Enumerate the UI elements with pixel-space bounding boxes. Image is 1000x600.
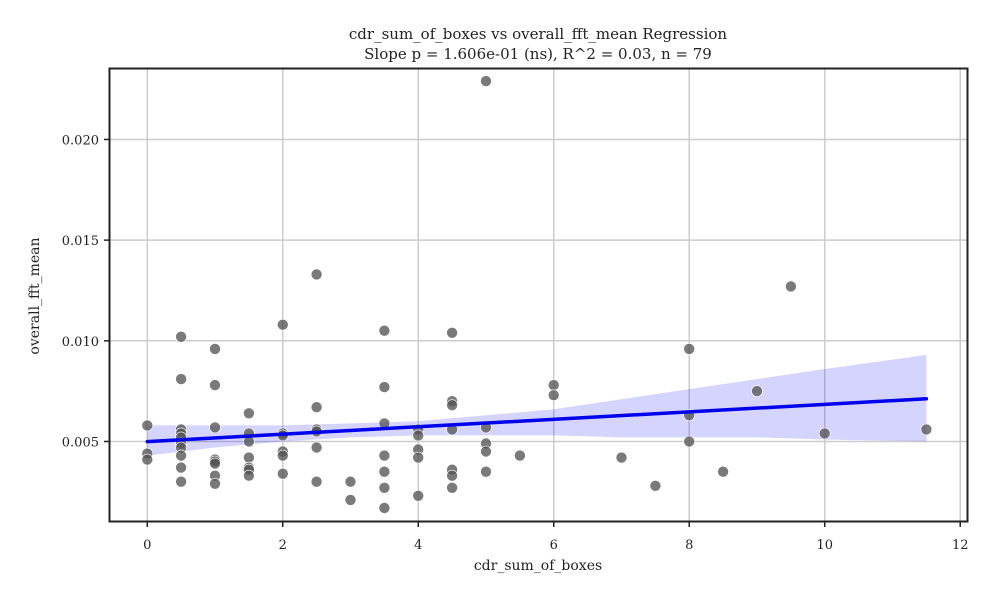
- data-point: [310, 441, 323, 454]
- data-point: [683, 435, 696, 448]
- data-point: [785, 280, 797, 293]
- data-point: [446, 481, 458, 494]
- data-point: [310, 268, 323, 281]
- data-point: [514, 449, 526, 462]
- data-point: [209, 457, 221, 470]
- data-point: [378, 324, 391, 337]
- data-point: [209, 477, 221, 490]
- x-tick-label: 4: [414, 538, 422, 553]
- data-point: [243, 407, 255, 420]
- grid-layer: [110, 69, 967, 521]
- data-point: [446, 469, 458, 482]
- y-axis-label: overall_fft_mean: [27, 237, 43, 354]
- data-point: [412, 489, 425, 502]
- data-point: [209, 421, 221, 434]
- plot-frame: [108, 67, 969, 523]
- x-tick-label: 12: [952, 538, 969, 553]
- data-point: [378, 465, 391, 478]
- chart-title: cdr_sum_of_boxes vs overall_fft_mean Reg…: [349, 25, 728, 43]
- data-point: [243, 451, 255, 464]
- data-point: [276, 467, 289, 480]
- x-axis-label: cdr_sum_of_boxes: [474, 558, 602, 574]
- data-point: [310, 475, 323, 488]
- regression-line-layer: [145, 397, 929, 444]
- data-point: [446, 326, 458, 339]
- data-point: [175, 449, 187, 462]
- y-tick-label: 0.020: [62, 133, 99, 148]
- x-tick-label: 0: [143, 538, 151, 553]
- data-point: [175, 330, 187, 343]
- chart-subtitle: Slope p = 1.606e-01 (ns), R^2 = 0.03, n …: [364, 45, 712, 63]
- data-point: [446, 399, 458, 412]
- data-point: [175, 475, 187, 488]
- x-tick-label: 2: [279, 538, 287, 553]
- x-tick-label: 6: [550, 538, 558, 553]
- x-tick-label: 10: [816, 538, 833, 553]
- regression-line: [145, 397, 929, 444]
- data-point: [344, 494, 357, 506]
- data-point: [209, 343, 221, 355]
- data-point: [175, 373, 187, 385]
- data-point: [209, 379, 221, 391]
- data-point: [276, 449, 289, 462]
- y-tick-label: 0.010: [62, 335, 99, 350]
- data-point: [480, 445, 492, 458]
- data-point: [378, 502, 391, 514]
- data-point: [818, 427, 831, 440]
- data-point: [141, 419, 154, 432]
- data-point: [717, 465, 729, 478]
- data-point: [378, 481, 391, 494]
- y-tick-label: 0.005: [62, 435, 99, 450]
- x-tick-label: 8: [685, 538, 693, 553]
- data-point: [480, 75, 492, 87]
- data-point: [344, 475, 357, 488]
- data-point: [615, 451, 628, 464]
- data-point: [751, 385, 763, 397]
- scatter-points-layer: [141, 75, 933, 514]
- data-point: [547, 389, 560, 402]
- data-point: [412, 429, 425, 442]
- data-point: [378, 381, 391, 393]
- data-point: [378, 449, 391, 462]
- y-tick-label: 0.015: [62, 234, 99, 249]
- data-point: [649, 479, 662, 492]
- tick-layer: 0 2 4 6 8 10 12 0.005 0.010 0.015 0.020: [62, 133, 969, 553]
- data-point: [243, 469, 255, 482]
- data-point: [683, 343, 696, 355]
- data-point: [480, 465, 492, 478]
- data-point: [412, 451, 425, 464]
- data-point: [141, 453, 154, 466]
- data-point: [547, 379, 560, 391]
- data-point: [276, 318, 289, 331]
- data-point: [175, 461, 187, 474]
- data-point: [920, 423, 933, 436]
- data-point: [310, 401, 323, 414]
